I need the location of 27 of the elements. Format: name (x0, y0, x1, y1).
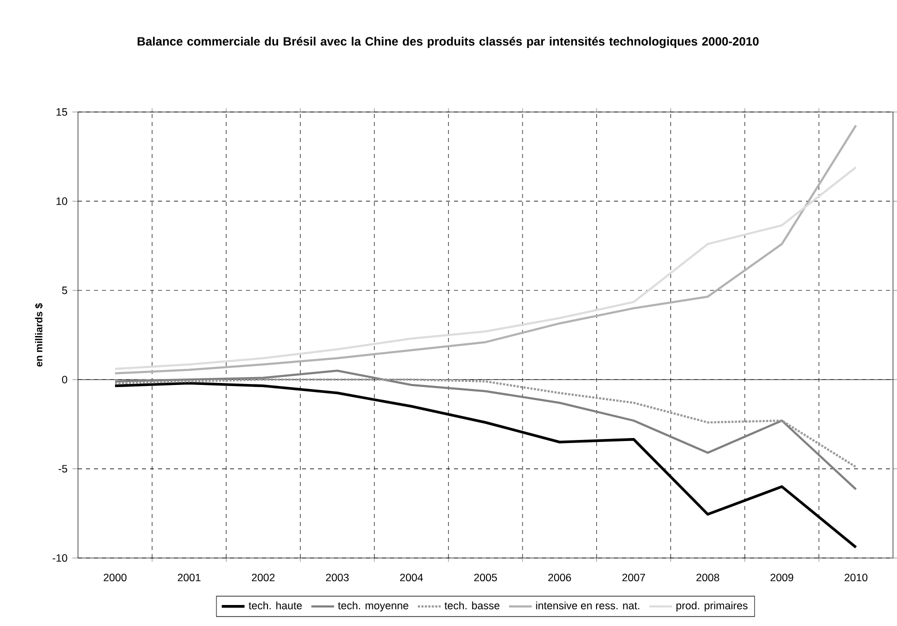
legend-label: tech. moyenne (338, 602, 408, 612)
legend-label: tech. basse (444, 602, 500, 610)
y-tick-label: -5 (58, 465, 68, 473)
x-tick-label: 2009 (770, 574, 794, 582)
y-axis-title: en milliards $ (34, 303, 44, 367)
x-tick-label: 2000 (104, 574, 126, 582)
y-tick-label: -10 (52, 554, 68, 562)
line-series (114, 124, 858, 374)
line-series (114, 166, 858, 370)
y-tick-label: 5 (62, 286, 68, 294)
x-tick-label: 2006 (548, 574, 571, 582)
x-tick-label: 2001 (178, 574, 200, 582)
x-tick-label: 2003 (326, 574, 349, 582)
legend-label: tech. haute (248, 602, 302, 610)
x-tick-label: 2007 (622, 574, 646, 582)
legend-label: prod. primaires (676, 602, 748, 612)
x-tick-label: 2005 (474, 574, 497, 582)
y-tick-label: 15 (56, 108, 68, 116)
x-tick-label: 2010 (844, 574, 868, 582)
x-tick-label: 2008 (696, 574, 720, 582)
legend-label: intensive en ress. nat. (536, 602, 640, 610)
y-tick-label: 10 (56, 197, 68, 205)
x-tick-label: 2002 (252, 574, 275, 582)
x-tick-label: 2004 (400, 574, 423, 582)
chart-title: Balance commerciale du Brésil avec la Chine des produits classés par intensités technologiques 2000-2010 (138, 36, 759, 48)
line-series (114, 370, 858, 490)
y-tick-label: 0 (62, 376, 68, 384)
